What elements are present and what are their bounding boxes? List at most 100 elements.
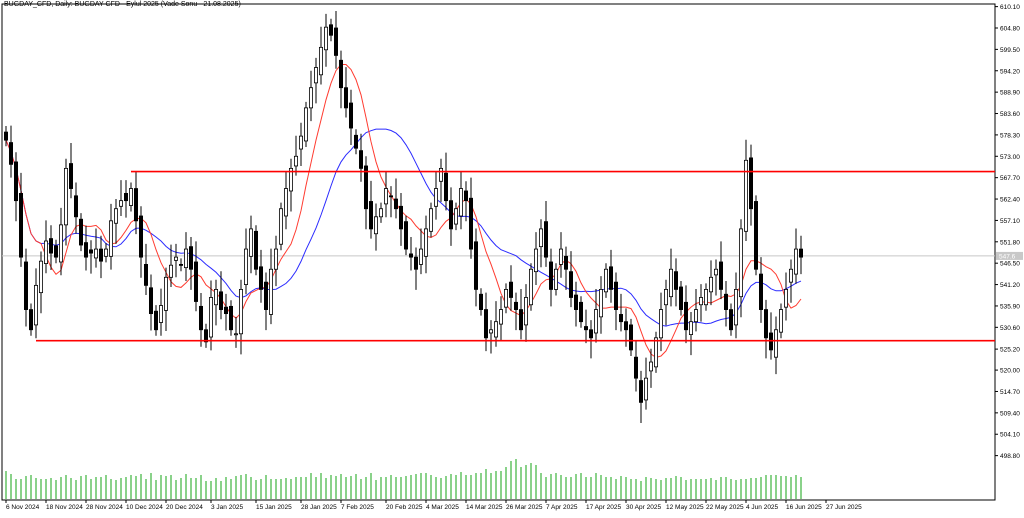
candle-body xyxy=(534,248,539,273)
candle-body xyxy=(39,260,44,294)
y-tick-label: 551.80 xyxy=(1000,239,1020,246)
y-tick-label: 573.00 xyxy=(1000,154,1020,161)
candle-body xyxy=(629,324,634,351)
candle-body xyxy=(99,248,104,262)
y-tick-label: 557.10 xyxy=(1000,218,1020,225)
candle-body xyxy=(353,134,358,149)
candle-body xyxy=(458,188,463,217)
candle-body xyxy=(8,142,13,165)
x-tick-label: 17 Apr 2025 xyxy=(586,504,621,511)
y-tick-label: 588.90 xyxy=(1000,90,1020,97)
candle-body xyxy=(614,281,619,310)
candle-body xyxy=(358,150,363,169)
candle-body xyxy=(544,221,549,258)
candle-body xyxy=(784,289,789,308)
y-tick-label: 525.20 xyxy=(1000,347,1020,354)
chart-title: BUGDAY_CFD, Daily: BUGDAY CFD - Eylul 20… xyxy=(4,1,241,8)
y-tick-label: 520.00 xyxy=(1000,368,1020,375)
candle-body xyxy=(408,253,413,258)
candle-body xyxy=(398,205,403,230)
candle-body xyxy=(744,159,749,232)
candle-body xyxy=(498,309,503,325)
candle-body xyxy=(609,266,614,290)
candle-body xyxy=(388,195,393,198)
candle-body xyxy=(109,220,114,257)
candle-body xyxy=(428,208,433,232)
candle-body xyxy=(473,241,478,290)
candle-body xyxy=(89,249,94,254)
candle-body xyxy=(779,309,784,333)
candle-body xyxy=(569,271,574,298)
y-tick-label: 530.60 xyxy=(1000,325,1020,332)
candle-body xyxy=(453,208,458,225)
candle-body xyxy=(248,228,253,257)
y-tick-label: 583.60 xyxy=(1000,111,1020,118)
candle-body xyxy=(308,87,313,109)
y-tick-label: 535.90 xyxy=(1000,303,1020,310)
candle-body xyxy=(639,380,644,403)
candle-body xyxy=(689,321,694,335)
x-tick-label: 15 Jan 2025 xyxy=(256,504,292,511)
candle-body xyxy=(178,263,183,266)
candle-body xyxy=(268,268,273,315)
candle-body xyxy=(278,208,283,245)
x-tick-label: 20 Dec 2024 xyxy=(166,504,203,511)
candle-body xyxy=(18,192,23,258)
y-tick-label: 546.50 xyxy=(1000,261,1020,268)
x-tick-label: 12 May 2025 xyxy=(666,504,704,511)
x-tick-label: 20 Feb 2025 xyxy=(386,504,423,511)
candle-body xyxy=(288,167,293,192)
candle-body xyxy=(338,59,343,89)
candle-body xyxy=(208,297,213,338)
candle-body xyxy=(303,107,308,142)
candle-body xyxy=(183,248,188,269)
candle-body xyxy=(168,264,173,278)
x-tick-label: 6 Nov 2024 xyxy=(6,504,40,511)
candle-body xyxy=(373,216,378,235)
candle-body xyxy=(418,248,423,265)
candle-body xyxy=(539,228,544,248)
candle-body xyxy=(238,289,243,335)
candle-body xyxy=(23,261,28,310)
candle-body xyxy=(624,321,629,331)
candle-body xyxy=(64,167,69,226)
moving-average-slow xyxy=(5,128,802,327)
candle-body xyxy=(714,268,719,276)
candle-body xyxy=(348,102,353,129)
candle-body xyxy=(644,377,649,401)
x-tick-label: 4 Jun 2025 xyxy=(746,504,779,511)
candle-body xyxy=(524,297,529,326)
plot-frame xyxy=(1,3,996,501)
candle-body xyxy=(669,268,674,298)
candle-body xyxy=(383,188,388,205)
candle-body xyxy=(13,161,18,202)
candle-body xyxy=(228,305,233,331)
candle-body xyxy=(694,309,699,323)
candle-body xyxy=(719,261,724,290)
candle-body xyxy=(333,27,338,56)
candle-body xyxy=(138,215,143,258)
candle-body xyxy=(293,155,298,167)
candle-body xyxy=(368,201,373,230)
candle-body xyxy=(599,289,604,318)
candle-body xyxy=(423,228,428,257)
x-tick-label: 30 Apr 2025 xyxy=(626,504,661,511)
candle-body xyxy=(318,46,323,76)
candle-body xyxy=(193,261,198,302)
candle-body xyxy=(34,284,39,326)
candle-body xyxy=(218,291,223,310)
x-tick-label: 14 Mar 2025 xyxy=(466,504,503,511)
candle-body xyxy=(213,289,218,306)
candle-body xyxy=(559,248,564,265)
candle-body xyxy=(508,281,513,298)
candle-body xyxy=(173,256,178,261)
y-tick-label: 578.30 xyxy=(1000,132,1020,139)
candle-body xyxy=(463,190,468,202)
candle-body xyxy=(594,309,599,334)
candle-body xyxy=(799,248,804,258)
candle-body xyxy=(258,266,263,290)
candle-body xyxy=(114,208,119,224)
y-tick-label: 567.70 xyxy=(1000,175,1020,182)
